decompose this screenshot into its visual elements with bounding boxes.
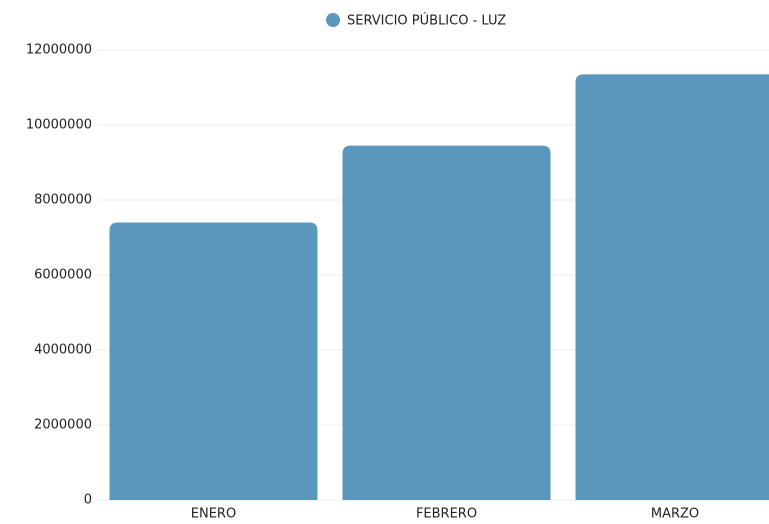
y-tick-label: 12000000 xyxy=(26,43,92,58)
y-tick-label: 8000000 xyxy=(34,193,92,208)
bar xyxy=(109,222,318,500)
y-tick-label: 10000000 xyxy=(26,118,92,133)
legend-label: SERVICIO PÚBLICO - LUZ xyxy=(347,13,506,29)
x-tick-label: FEBRERO xyxy=(416,507,477,522)
bar xyxy=(575,74,769,500)
y-tick-label: 2000000 xyxy=(34,418,92,433)
bar xyxy=(342,145,551,500)
x-tick-label: ENERO xyxy=(191,507,236,522)
y-tick-label: 6000000 xyxy=(34,268,92,283)
x-tick-label: MARZO xyxy=(651,507,699,522)
y-tick-label: 4000000 xyxy=(34,343,92,358)
legend-marker xyxy=(326,13,340,27)
y-tick-label: 0 xyxy=(84,493,92,508)
